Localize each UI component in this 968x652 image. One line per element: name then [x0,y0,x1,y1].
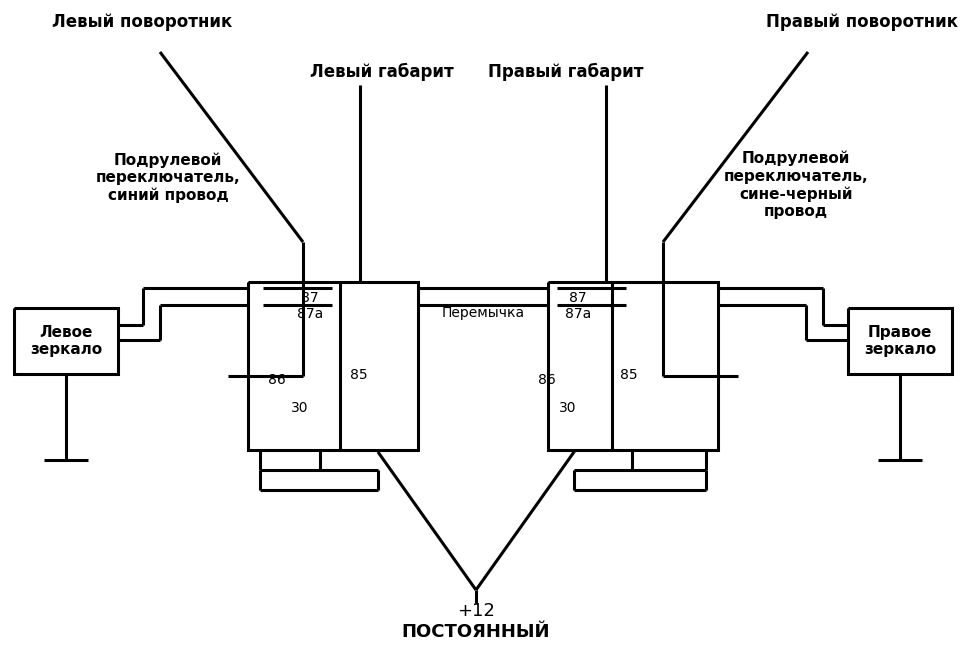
Text: Подрулевой
переключатель,
сине-черный
провод: Подрулевой переключатель, сине-черный пр… [724,151,868,219]
Text: +12: +12 [457,602,495,620]
Text: Перемычка: Перемычка [441,306,525,320]
Text: 87a: 87a [565,307,591,321]
Text: 30: 30 [291,401,309,415]
Text: 30: 30 [560,401,577,415]
Text: Правое
зеркало: Правое зеркало [863,325,936,357]
Text: Левый габарит: Левый габарит [310,63,454,81]
Text: Левое
зеркало: Левое зеркало [30,325,102,357]
Text: Правый габарит: Правый габарит [488,63,644,81]
Text: Левый поворотник: Левый поворотник [52,13,232,31]
Text: 85: 85 [620,368,638,382]
Text: 86: 86 [538,373,556,387]
Text: 87a: 87a [297,307,323,321]
Text: 85: 85 [350,368,368,382]
Text: Подрулевой
переключатель,
синий провод: Подрулевой переключатель, синий провод [96,153,240,203]
Text: 87: 87 [569,291,587,305]
Text: 87: 87 [301,291,318,305]
Text: ПОСТОЯННЫЙ: ПОСТОЯННЫЙ [402,623,550,641]
Text: 86: 86 [268,373,286,387]
Text: Правый поворотник: Правый поворотник [766,13,958,31]
